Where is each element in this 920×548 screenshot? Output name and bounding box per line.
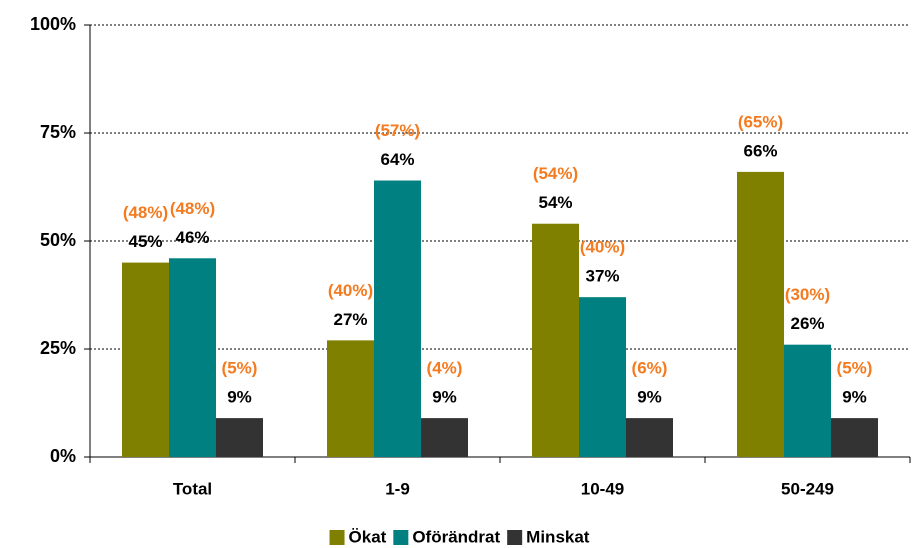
comparison-label: (40%)	[328, 281, 373, 300]
value-label: 9%	[432, 388, 457, 407]
value-label: 9%	[227, 388, 252, 407]
bar	[374, 180, 421, 457]
bar	[532, 223, 579, 457]
y-tick-label: 100%	[30, 14, 76, 34]
bar	[421, 418, 468, 457]
legend-swatch	[507, 530, 523, 545]
value-label: 54%	[538, 193, 572, 212]
value-label: 9%	[842, 388, 867, 407]
value-label: 45%	[128, 232, 162, 251]
y-tick-label: 75%	[40, 122, 76, 142]
value-label: 46%	[175, 228, 209, 247]
x-tick-label: 50-249	[781, 479, 834, 498]
y-tick-label: 25%	[40, 338, 76, 358]
bar	[626, 418, 673, 457]
bar	[579, 297, 626, 457]
comparison-label: (48%)	[170, 199, 215, 218]
comparison-label: (30%)	[785, 285, 830, 304]
bar	[831, 418, 878, 457]
legend-label: Ökat	[349, 527, 387, 546]
comparison-label: (5%)	[222, 359, 258, 378]
value-label: 64%	[380, 150, 414, 169]
y-tick-label: 0%	[50, 446, 76, 466]
value-label: 66%	[743, 141, 777, 160]
bar	[784, 344, 831, 457]
legend-swatch	[329, 530, 345, 545]
value-label: 26%	[790, 314, 824, 333]
bar	[216, 418, 263, 457]
comparison-label: (54%)	[533, 164, 578, 183]
bar	[327, 340, 374, 457]
comparison-label: (4%)	[427, 359, 463, 378]
legend-swatch	[393, 530, 409, 545]
bar	[122, 262, 169, 457]
x-tick-label: Total	[173, 479, 212, 498]
x-tick-label: 10-49	[581, 479, 624, 498]
value-label: 27%	[333, 310, 367, 329]
value-label: 37%	[585, 267, 619, 286]
legend-label: Oförändrat	[412, 527, 500, 546]
comparison-label: (40%)	[580, 238, 625, 257]
value-label: 9%	[637, 388, 662, 407]
comparison-label: (5%)	[837, 359, 873, 378]
x-tick-label: 1-9	[385, 479, 410, 498]
legend-label: Minskat	[526, 527, 590, 546]
comparison-label: (6%)	[632, 359, 668, 378]
comparison-label: (48%)	[123, 203, 168, 222]
comparison-label: (65%)	[738, 112, 783, 131]
bar	[737, 171, 784, 457]
y-tick-label: 50%	[40, 230, 76, 250]
bar	[169, 258, 216, 457]
comparison-label: (57%)	[375, 121, 420, 140]
